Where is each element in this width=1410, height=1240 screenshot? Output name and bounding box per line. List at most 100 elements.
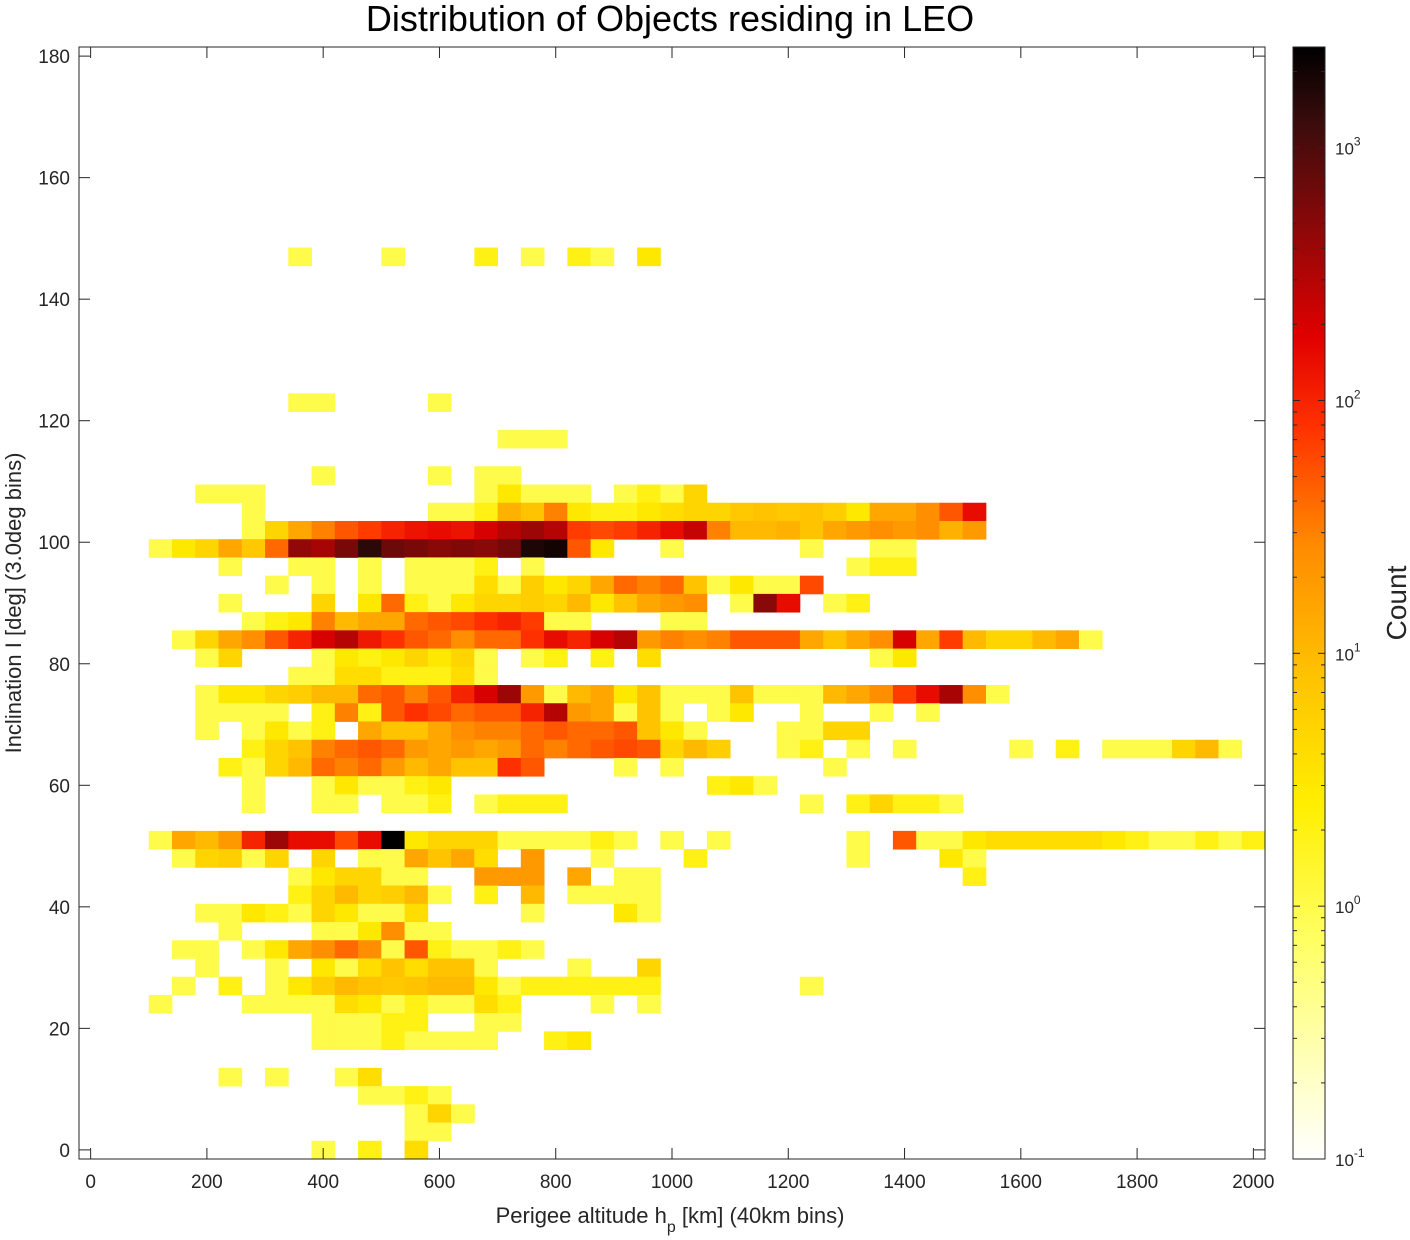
heatmap-cell [497, 703, 522, 722]
heatmap-cell [776, 721, 801, 741]
heatmap-cell [799, 721, 824, 741]
heatmap-cell [567, 575, 591, 595]
y-tick-label: 120 [38, 412, 70, 433]
heatmap-cell [311, 393, 336, 412]
heatmap-cell [358, 776, 382, 795]
heatmap-cell [1241, 830, 1266, 850]
heatmap-cell [358, 721, 382, 741]
heatmap-cell [660, 575, 685, 595]
heatmap-cell [241, 539, 266, 558]
heatmap-cell [404, 1013, 429, 1032]
heatmap-cell [311, 666, 336, 686]
heatmap-cell [334, 648, 359, 668]
heatmap-cell [358, 958, 382, 978]
heatmap-cell [334, 539, 359, 558]
heatmap-cell [1218, 739, 1243, 759]
heatmap-cell [637, 994, 661, 1014]
heatmap-cell [358, 557, 382, 577]
heatmap-cell [334, 1067, 359, 1087]
heatmap-cell [311, 830, 336, 850]
heatmap-cell [427, 1104, 452, 1123]
heatmap-cell [916, 502, 940, 522]
heatmap-cell [381, 976, 405, 996]
heatmap-cell [706, 739, 731, 759]
heatmap-cell [404, 666, 429, 686]
heatmap-cell [1055, 830, 1080, 850]
heatmap-cell [358, 1031, 382, 1051]
heatmap-cell [265, 739, 289, 759]
heatmap-cell [334, 885, 359, 905]
heatmap-cell [544, 1031, 568, 1051]
heatmap-cell [381, 703, 405, 722]
heatmap-cell [823, 502, 847, 522]
heatmap-cell [497, 539, 522, 558]
heatmap-cell [427, 593, 452, 613]
heatmap-cell [683, 721, 708, 741]
heatmap-cell [1171, 739, 1196, 759]
y-tick-label: 0 [59, 1141, 70, 1162]
heatmap-cell [567, 739, 591, 759]
heatmap-cell [334, 739, 359, 759]
heatmap-cell [497, 593, 522, 613]
heatmap-cell [404, 976, 429, 996]
heatmap-cell [381, 1086, 405, 1105]
heatmap-cell [544, 739, 568, 759]
heatmap-cell [637, 867, 661, 886]
heatmap-cell [567, 247, 591, 267]
heatmap-cell [497, 867, 522, 886]
heatmap-cell [474, 1013, 498, 1032]
heatmap-cell [311, 994, 336, 1014]
heatmap-cell [520, 721, 545, 741]
heatmap-cell [520, 429, 545, 449]
heatmap-cell [637, 520, 661, 540]
heatmap-cell [427, 739, 452, 759]
heatmap-cell [892, 830, 917, 850]
heatmap-cell [358, 1086, 382, 1105]
heatmap-cell [474, 739, 498, 759]
heatmap-cell [404, 1086, 429, 1105]
heatmap-cell [451, 685, 475, 704]
heatmap-cell [427, 922, 452, 941]
heatmap-cell [265, 575, 289, 595]
heatmap-cell [311, 794, 336, 814]
heatmap-cell [520, 648, 545, 668]
heatmap-cell [474, 976, 498, 996]
heatmap-cell [195, 830, 219, 850]
y-tick-label: 40 [49, 898, 70, 919]
heatmap-cell [613, 630, 638, 649]
heatmap-cell [311, 1013, 336, 1032]
heatmap-cell [916, 630, 940, 649]
heatmap-cell [846, 593, 871, 613]
heatmap-cell [799, 520, 824, 540]
heatmap-cell [567, 885, 591, 905]
heatmap-cell [520, 630, 545, 649]
heatmap-cell [544, 484, 568, 504]
heatmap-cell [311, 776, 336, 795]
heatmap-cell [381, 794, 405, 814]
heatmap-cell [451, 666, 475, 686]
heatmap-cell [520, 903, 545, 923]
x-tick-label: 1400 [883, 1172, 925, 1193]
heatmap-cell [497, 940, 522, 959]
heatmap-cell [892, 648, 917, 668]
heatmap-cell [497, 739, 522, 759]
heatmap-cell [869, 703, 894, 722]
heatmap-cell [172, 849, 196, 868]
heatmap-cell [520, 593, 545, 613]
heatmap-cell [451, 940, 475, 959]
heatmap-cell [939, 502, 964, 522]
heatmap-cell [288, 994, 312, 1014]
heatmap-cell [265, 630, 289, 649]
heatmap-cell [451, 612, 475, 631]
heatmap-cell [218, 703, 243, 722]
heatmap-cell [241, 630, 266, 649]
heatmap-cell [846, 830, 871, 850]
heatmap-cell [520, 739, 545, 759]
heatmap-cell [1102, 739, 1126, 759]
heatmap-cell [544, 502, 568, 522]
heatmap-cell [916, 703, 940, 722]
heatmap-cell [404, 867, 429, 886]
heatmap-cell [637, 976, 661, 996]
heatmap-cell [567, 976, 591, 996]
heatmap-cell [358, 830, 382, 850]
